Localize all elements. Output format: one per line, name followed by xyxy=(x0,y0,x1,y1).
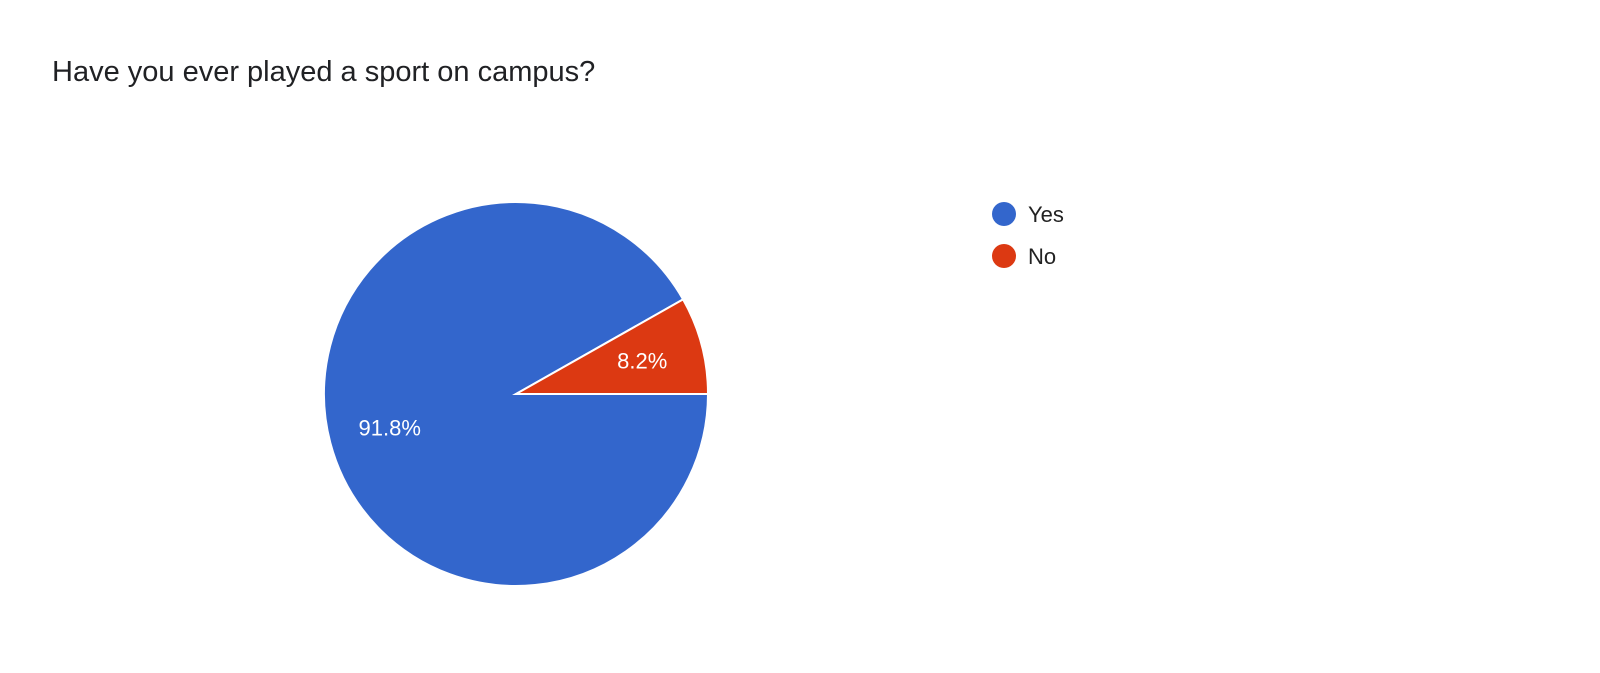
pie-slices xyxy=(323,201,710,587)
pie-slice-no xyxy=(512,298,710,395)
chart-title: Have you ever played a sport on campus? xyxy=(52,56,596,88)
legend-label-no: No xyxy=(1028,244,1056,269)
legend-label-yes: Yes xyxy=(1028,202,1064,227)
data-label-yes: 91.8% xyxy=(359,415,421,440)
pie-labels: 91.8% 8.2% xyxy=(359,349,668,441)
legend-marker-yes xyxy=(992,202,1016,226)
legend: Yes No xyxy=(992,202,1064,269)
data-label-no: 8.2% xyxy=(617,349,667,374)
legend-marker-no xyxy=(992,244,1016,268)
